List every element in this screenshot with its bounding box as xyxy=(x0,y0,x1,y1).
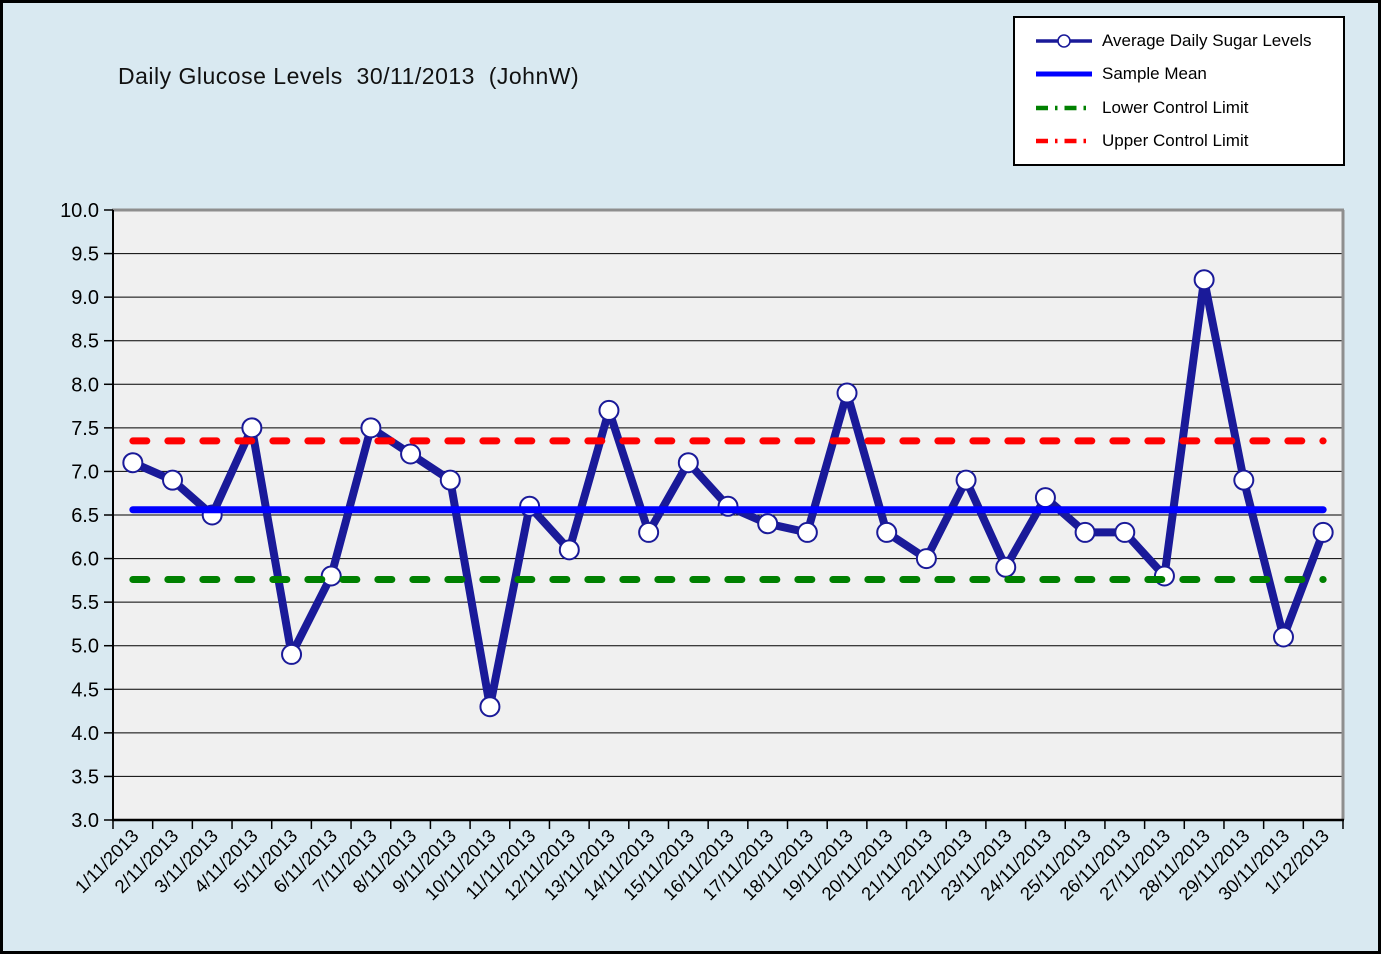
x-axis-labels: 1/11/20132/11/20133/11/20134/11/20135/11… xyxy=(71,825,1333,904)
y-tick-label: 6.5 xyxy=(71,505,99,527)
data-point-marker xyxy=(479,696,501,718)
data-point-marker xyxy=(915,548,937,570)
y-axis-labels: 3.0 3.5 4.0 4.5 5.0 5.5 6.0 6.5 7.0 7.5 8.0 8.5 9.0 9… xyxy=(60,200,113,832)
data-point-marker xyxy=(1233,469,1255,491)
legend-line-marker-icon xyxy=(1036,33,1092,48)
data-point-marker xyxy=(1074,521,1096,543)
y-tick-label: 9.0 xyxy=(71,287,99,309)
data-point-marker xyxy=(122,452,144,474)
y-tick-label: 10.0 xyxy=(60,200,99,222)
data-point-marker xyxy=(796,521,818,543)
legend-item-lower-control-limit: Lower Control Limit xyxy=(1035,98,1343,118)
legend-item-sample-mean: Sample Mean xyxy=(1035,64,1343,84)
chart-title: Daily Glucose Levels 30/11/2013 (JohnW) xyxy=(118,63,580,89)
data-point-marker xyxy=(836,382,858,404)
y-tick-label: 4.0 xyxy=(71,723,99,745)
data-point-marker xyxy=(638,521,660,543)
y-tick-label: 3.5 xyxy=(71,766,99,788)
legend-item-average-daily-sugar-levels: Average Daily Sugar Levels xyxy=(1035,31,1343,51)
data-point-marker xyxy=(995,556,1017,578)
y-tick-label: 4.5 xyxy=(71,679,99,701)
y-tick-label: 6.0 xyxy=(71,549,99,571)
legend-dashed-line-icon xyxy=(1036,105,1092,110)
y-tick-label: 7.5 xyxy=(71,418,99,440)
legend-label-upper-control-limit: Upper Control Limit xyxy=(1102,131,1249,151)
data-point-marker xyxy=(598,399,620,421)
legend-solid-line-icon xyxy=(1036,71,1092,77)
data-point-marker xyxy=(400,443,422,465)
y-tick-label: 7.0 xyxy=(71,461,99,483)
data-point-marker xyxy=(757,513,779,535)
data-point-marker xyxy=(1312,521,1334,543)
data-point-marker xyxy=(162,469,184,491)
y-tick-label: 5.0 xyxy=(71,636,99,658)
legend-label-average-daily-sugar-levels: Average Daily Sugar Levels xyxy=(1102,30,1312,50)
legend: Average Daily Sugar Levels Sample Mean L… xyxy=(1013,16,1345,166)
data-point-marker xyxy=(955,469,977,491)
data-point-marker xyxy=(677,452,699,474)
legend-label-sample-mean: Sample Mean xyxy=(1102,64,1207,84)
y-tick-label: 5.5 xyxy=(71,592,99,614)
data-point-marker xyxy=(558,539,580,561)
y-tick-label: 8.0 xyxy=(71,374,99,396)
data-point-marker xyxy=(360,417,382,439)
legend-dashed-line-icon xyxy=(1036,139,1092,144)
legend-item-upper-control-limit: Upper Control Limit xyxy=(1035,131,1343,151)
data-point-marker xyxy=(1272,626,1294,648)
plot-canvas: 3.0 3.5 4.0 4.5 5.0 5.5 6.0 6.5 7.0 7.5 8.0 8.5 9.0 9… xyxy=(60,200,1345,904)
data-point-marker xyxy=(439,469,461,491)
data-point-marker xyxy=(320,565,342,587)
data-point-marker xyxy=(1114,521,1136,543)
data-point-marker xyxy=(876,521,898,543)
data-point-marker xyxy=(1193,269,1215,291)
y-tick-label: 8.5 xyxy=(71,331,99,353)
y-tick-label: 3.0 xyxy=(71,810,99,832)
y-tick-label: 9.5 xyxy=(71,244,99,266)
data-point-marker xyxy=(1034,487,1056,509)
data-point-marker xyxy=(241,417,263,439)
legend-label-lower-control-limit: Lower Control Limit xyxy=(1102,97,1249,117)
data-point-marker xyxy=(281,643,303,665)
x-axis-ticks xyxy=(112,820,1344,829)
